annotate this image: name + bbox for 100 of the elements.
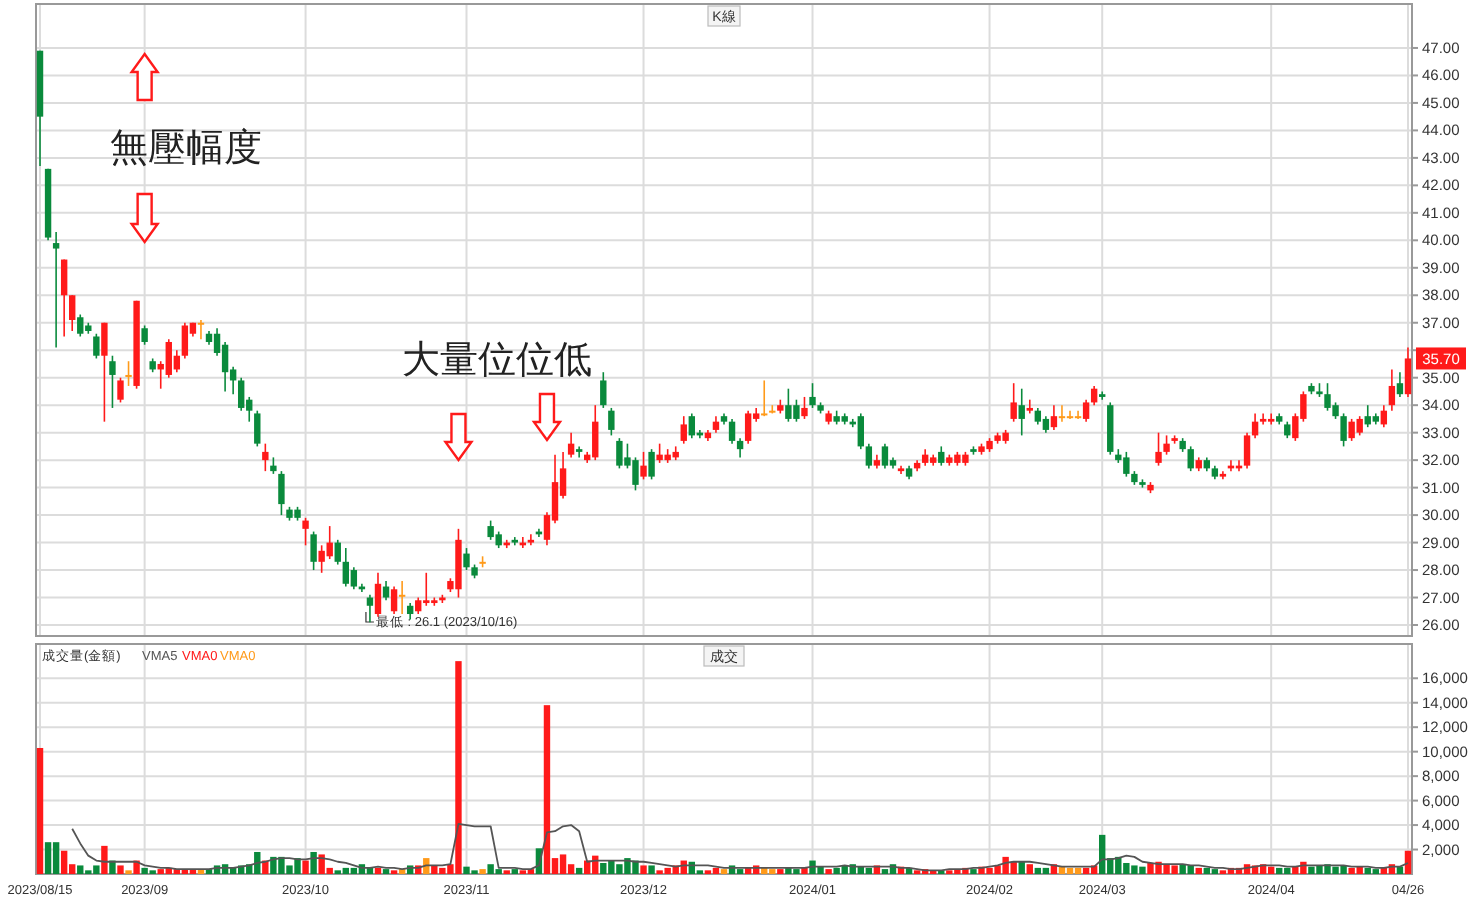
candlestick <box>197 319 205 341</box>
bar <box>664 867 671 874</box>
candlestick <box>809 382 816 409</box>
bar <box>1123 862 1130 874</box>
annotation: 大量位位低 <box>402 340 593 382</box>
candlestick <box>181 321 189 360</box>
bar <box>1308 866 1315 874</box>
candlestick <box>398 580 406 615</box>
candlestick <box>938 445 945 467</box>
bar <box>865 867 873 874</box>
candlestick <box>1243 431 1251 470</box>
bar <box>986 867 993 874</box>
bar <box>487 864 494 874</box>
bar <box>1131 865 1138 874</box>
candlestick <box>60 258 68 338</box>
bar <box>1203 867 1211 874</box>
bar <box>439 867 446 874</box>
candlestick <box>567 431 575 459</box>
bar <box>1066 867 1074 874</box>
candlestick <box>769 404 776 415</box>
bar <box>93 865 100 874</box>
candlestick <box>278 470 285 516</box>
bar <box>1195 867 1202 874</box>
candlestick <box>1340 412 1347 448</box>
bar <box>455 661 462 874</box>
candlestick <box>1123 451 1130 478</box>
bar <box>1026 864 1033 874</box>
candlestick <box>761 379 768 417</box>
candlestick <box>801 396 808 420</box>
bar <box>1074 867 1082 874</box>
candlestick <box>382 580 390 602</box>
bar <box>310 851 317 874</box>
candlestick <box>101 321 108 423</box>
candlestick <box>141 324 148 346</box>
candlestick <box>342 547 349 588</box>
candlestick <box>680 415 687 445</box>
candlestick <box>463 547 470 571</box>
candlestick <box>237 376 245 412</box>
candlestick <box>69 294 76 332</box>
candlestick <box>1155 431 1162 467</box>
candlestick <box>1066 409 1074 420</box>
bar <box>600 862 607 874</box>
bar <box>318 854 325 874</box>
candlestick <box>1388 368 1396 412</box>
bar <box>559 854 567 874</box>
candlestick <box>785 387 792 423</box>
bar <box>624 858 631 874</box>
bar <box>616 864 623 874</box>
candlestick <box>1010 382 1017 423</box>
candlestick <box>77 313 84 338</box>
bar <box>1147 862 1154 874</box>
bar <box>833 867 840 874</box>
bar <box>350 867 358 874</box>
bar <box>1284 867 1291 874</box>
candlestick <box>1074 409 1082 420</box>
candlestick <box>366 593 374 624</box>
bar <box>1292 866 1299 874</box>
bar <box>543 705 551 874</box>
bar <box>1163 864 1170 874</box>
bar <box>342 867 349 874</box>
candlestick <box>1324 382 1331 412</box>
candlestick <box>262 442 269 472</box>
candlestick <box>865 442 873 470</box>
bar <box>1139 866 1146 874</box>
candlestick <box>423 572 430 607</box>
bar <box>77 865 84 874</box>
candlestick <box>632 456 639 492</box>
bar <box>712 867 720 874</box>
candlestick <box>592 404 599 461</box>
candlestick <box>600 371 607 409</box>
candlestick <box>1018 387 1025 437</box>
candlestick <box>728 418 736 445</box>
bar <box>1171 865 1178 874</box>
candlestick <box>656 442 663 464</box>
candlestick <box>310 530 317 571</box>
bar <box>575 867 583 874</box>
candlestick <box>1163 434 1170 456</box>
bar <box>463 866 470 874</box>
bar <box>1364 867 1371 874</box>
bar <box>1276 867 1283 874</box>
candlestick <box>793 398 800 423</box>
bar <box>1348 867 1355 874</box>
candlestick <box>1348 418 1355 442</box>
line-series <box>71 822 1409 872</box>
candlestick <box>52 231 60 349</box>
bar <box>1082 867 1090 874</box>
bar <box>608 860 615 874</box>
bar <box>374 867 382 874</box>
bar <box>1034 867 1042 874</box>
bar <box>44 842 52 874</box>
candlestick <box>125 360 132 387</box>
candlestick <box>1396 371 1404 398</box>
bar <box>640 865 647 874</box>
candlestick <box>117 376 124 404</box>
candlestick <box>93 332 100 360</box>
candlestick <box>744 409 752 445</box>
candlestick <box>1050 404 1058 431</box>
candlestick <box>390 585 398 615</box>
candlestick <box>350 566 358 591</box>
bar <box>302 860 309 874</box>
